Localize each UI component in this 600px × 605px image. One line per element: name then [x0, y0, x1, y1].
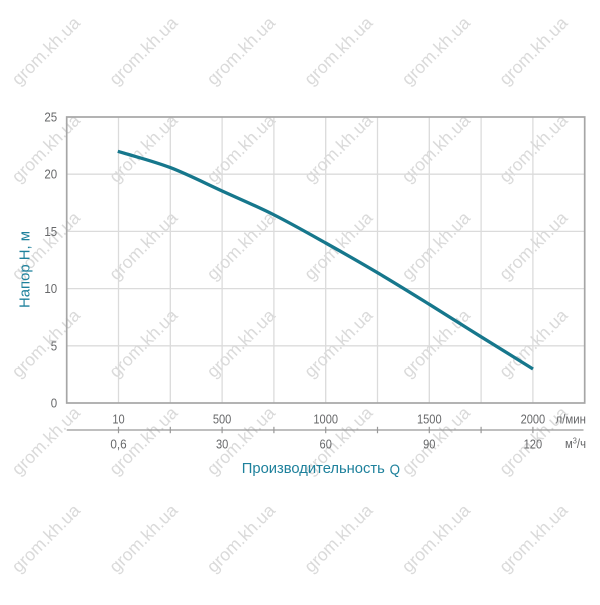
- svg-text:25: 25: [44, 110, 57, 125]
- svg-text:20: 20: [44, 167, 57, 182]
- svg-text:10: 10: [44, 281, 57, 296]
- svg-text:10: 10: [112, 411, 124, 426]
- svg-text:л/мин: л/мин: [555, 412, 586, 427]
- svg-text:Q: Q: [390, 461, 401, 478]
- svg-text:1000: 1000: [313, 411, 338, 426]
- svg-text:120: 120: [524, 436, 543, 451]
- svg-text:30: 30: [216, 436, 228, 451]
- svg-text:500: 500: [213, 411, 232, 426]
- svg-text:90: 90: [423, 436, 435, 451]
- svg-text:2000: 2000: [521, 411, 546, 426]
- svg-text:0: 0: [51, 396, 57, 411]
- svg-text:15: 15: [44, 224, 57, 239]
- svg-text:Производительность: Производительность: [242, 460, 385, 477]
- svg-text:0,6: 0,6: [110, 436, 126, 451]
- svg-text:1500: 1500: [417, 411, 442, 426]
- svg-text:м3/ч: м3/ч: [565, 436, 586, 452]
- svg-text:Напор H, м: Напор H, м: [17, 231, 34, 308]
- svg-text:60: 60: [320, 436, 332, 451]
- svg-text:5: 5: [51, 338, 57, 353]
